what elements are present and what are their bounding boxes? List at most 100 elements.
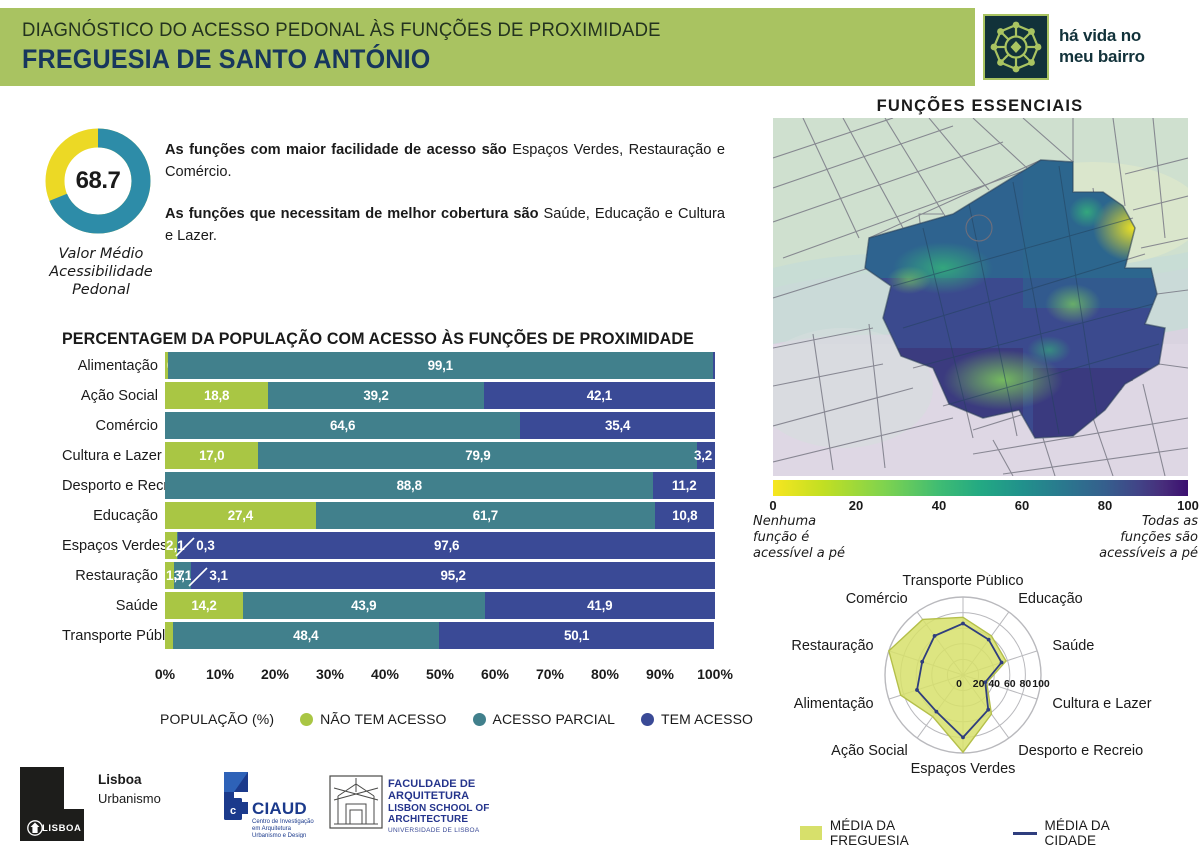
bar-track: 88,8 11,2 [165,472,715,499]
bar-segment-value: 10,8 [672,508,698,523]
bar-segment-none: 27,4 [165,502,316,529]
bar-track: 1,73,195,21,73,1 [165,562,715,589]
x-axis-tick: 0% [154,666,176,682]
svg-text:CIAUD: CIAUD [252,799,307,818]
table-row: Restauração1,73,195,21,73,1 [62,562,722,589]
lisboa-camara-logo-icon: LISBOA [18,765,86,843]
bar-segment-value: 61,7 [472,508,498,523]
table-row: Educação 27,4 61,7 10,8 [62,502,722,529]
donut-value-arc [45,128,151,234]
caption-line-1: Valor Médio [58,246,144,262]
radar-data-point [999,660,1004,665]
bar-category-label: Educação [93,507,158,524]
x-axis-tick: 20% [260,666,290,682]
bar-chart-title: PERCENTAGEM DA POPULAÇÃO COM ACESSO ÀS F… [62,330,694,348]
radar-axis-label: Cultura e Lazer [1052,696,1151,712]
bar-segment-value: 27,4 [227,508,253,523]
ha-vida-no-meu-bairro-logo-icon [983,14,1049,80]
radar-r-tick: 40 [988,678,1000,690]
radar-axis-label: Comércio [846,591,908,607]
radar-r-tick: 100 [1032,678,1050,690]
radar-data-point [983,680,988,685]
table-row: Alimentação0,599,10,4 [62,352,722,379]
radar-legend-item: MÉDIA DA CIDADE [1012,818,1164,848]
bar-segment-partial: 61,7 [315,502,656,529]
bar-track: 14,2 43,9 41,9 [165,592,715,619]
bar-segment-partial: 43,9 [243,592,485,619]
bar-track: 1,4 48,4 50,1 [165,622,715,649]
colorbar-caption-right: Todas as funções são acessíveis a pé [1099,514,1198,562]
radar-axis-label: Espaços Verdes [911,761,1016,777]
bar-segment-partial: 39,2 [268,382,484,409]
bar-segment-partial: 79,9 [258,442,698,469]
accessibility-score-caption: Valor Médio Acessibilidade Pedonal [42,245,160,299]
svg-text:LISBOA: LISBOA [42,823,82,834]
brand-tagline-line2: meu bairro [1059,47,1145,66]
table-row: Cultura e Lazer 17,0 79,9 3,2 [62,442,722,469]
radar-axis-label: Saúde [1052,638,1094,654]
bar-segment-value: 50,1 [564,628,590,643]
bar-legend-item: ACESSO PARCIAL [472,711,616,727]
map-colorbar: 0 20 40 60 80 100 Nenhuma função é acessível … [753,480,1199,561]
colorbar-right-line2: funções são [1120,529,1198,545]
radar-chart-legend: MÉDIA DA FREGUESIA MÉDIA DA CIDADE [800,818,1200,848]
radar-r-tick: 0 [956,678,962,690]
table-row: Saúde 14,2 43,9 41,9 [62,592,722,619]
radar-axis-label: Restauração [791,638,873,654]
radar-data-point [934,709,939,714]
bar-category-label: Transporte Público [62,627,184,644]
bar-segment-full: 11,2 [653,472,715,499]
bar-segment-partial: 3,1 [174,562,192,589]
radar-axis-label: Transporte Público [902,575,1023,589]
bar-segment-full: 41,9 [484,592,715,619]
legend-color-dot [641,712,655,726]
accessibility-choropleth-map[interactable] [773,118,1188,476]
colorbar-right-line1: Todas as [1141,514,1198,529]
legend-label: NÃO TEM ACESSO [320,711,447,727]
ciaud-logo-icon: c CIAUD Centro de Investigação em Arquit… [204,768,334,839]
bar-segment-none: 17,0 [165,442,259,469]
bar-segment-value: 11,2 [671,478,697,493]
legend-label: TEM ACESSO [661,711,754,727]
bar-segment-value: 18,8 [204,388,230,403]
bar-segment-value: 97,6 [433,538,460,553]
header-text-block: DIAGNÓSTICO DO ACESSO PEDONAL ÀS FUNÇÕES… [0,19,694,75]
bar-segment-none: 2,1 [165,532,177,559]
x-axis-tick: 60% [480,666,510,682]
x-axis-tick: 70% [535,666,565,682]
bar-segment-value: 41,9 [587,598,613,613]
radar-data-point [961,621,965,626]
radar-data-point [986,707,991,712]
legend-color-line [1012,831,1037,835]
bar-segment-value: 35,4 [605,418,631,433]
bar-category-label: Saúde [115,597,158,614]
bar-segment-value: 42,1 [586,388,612,403]
colorbar-left-line1: Nenhuma [753,514,817,529]
bar-category-label: Restauração [75,567,158,584]
faculdade-arquitetura-logo-icon: FACULDADE DE ARQUITETURA LISBON SCHOOL O… [328,774,558,836]
fa-line1: FACULDADE DE ARQUITETURA [388,778,476,802]
radar-series-freguesia [888,616,1007,754]
footer-logos: LISBOA Lisboa Urbanismo c CIAUD Centro d… [18,760,578,846]
radar-legend-item: MÉDIA DA FREGUESIA [800,818,977,848]
radar-chart: 0 20 40 60 80 100 Educação Saúde Cultura e Lazer… [755,573,1200,805]
legend-color-dot [472,712,486,726]
bar-segment-value: 95,2 [440,568,466,583]
accessibility-score-card: 68.7 Valor Médio Acessibilidade Pedonal [42,125,160,299]
svg-text:em Arquitetura: em Arquitetura [252,826,292,832]
bar-segment-none: 1,4 [165,622,173,649]
bar-segment-value: 43,9 [351,598,377,613]
radar-r-tick: 80 [1020,678,1032,690]
legend-color-dot [300,712,314,726]
x-axis-tick: 80% [590,666,620,682]
bar-segment-full: 95,2 [191,562,715,589]
bar-category-label: Comércio [95,417,158,434]
bar-segment-none: 18,8 [165,382,269,409]
caption-line-2: Acessibilidade [49,264,153,281]
summary-worst-bold: As funções que necessitam de melhor cobe… [165,205,544,222]
bar-track: 17,0 79,9 3,2 [165,442,715,469]
table-row: Espaços Verdes2,10,397,62,10,3 [62,532,722,559]
brand-tagline-line1: há vida no [1059,26,1142,46]
accessibility-score-value: 68.7 [75,167,121,194]
bar-track: 64,6 35,4 [165,412,715,439]
